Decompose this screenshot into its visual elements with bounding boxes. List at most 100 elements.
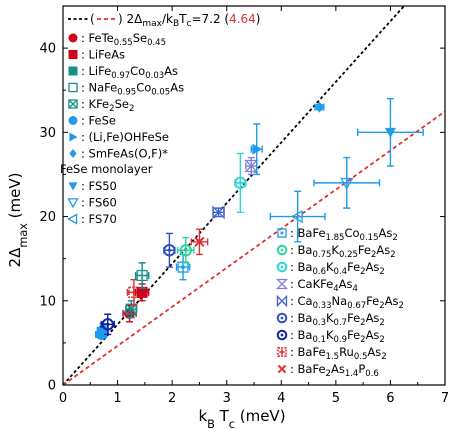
left-legend-group-title: FeSe monolayer: [60, 162, 153, 176]
x-tick-label-2: 2: [168, 391, 176, 406]
y-tick-label-3: 30: [39, 126, 56, 141]
data-point-11: [190, 228, 209, 256]
left-legend-group-marker-0: [68, 182, 78, 191]
top-legend: ( ) 2Δmax/kBTc=7.2 (4.64): [68, 12, 260, 29]
left-legend-marker-4: [68, 99, 78, 109]
left-legend-marker-5: [68, 116, 78, 125]
data-points: [95, 97, 424, 341]
marker-7: [136, 269, 148, 282]
marker-12: [212, 205, 225, 220]
left-legend-marker-1: [68, 50, 78, 59]
data-point-7: [134, 262, 150, 289]
marker-6: [136, 286, 148, 298]
data-point-18: [313, 156, 381, 209]
data-point-19: [356, 97, 424, 167]
left-legend-marker-2: [68, 66, 78, 76]
x-tick-label-5: 5: [332, 391, 340, 406]
data-point-9: [175, 253, 191, 281]
right-legend: : BaFe1.85Co0.15As2: Ba0.75K0.25Fe2As2: …: [275, 226, 404, 379]
right-legend-label-4: : Ca0.33Na0.67Fe2As2: [290, 294, 404, 311]
marker-14: [244, 159, 259, 173]
left-legend-label-3: : NaFe0.95Co0.05As: [81, 81, 184, 98]
left-legend-marker-7: [69, 149, 77, 158]
left-legend-label-1: : LiFeAs: [81, 48, 125, 62]
x-tick-label-1: 1: [113, 391, 121, 406]
marker-15: [252, 143, 263, 155]
left-legend-label-6: : (Li,Fe)OHFeSe: [81, 130, 169, 144]
right-legend-label-5: : Ba0.3K0.7Fe2As2: [290, 311, 385, 328]
legends: ( ) 2Δmax/kBTc=7.2 (4.64) : FeTe0.55Se0.45…: [60, 12, 404, 379]
left-legend-marker-3: [68, 82, 78, 93]
data-point-12: [212, 205, 225, 220]
right-legend-marker-1: [276, 244, 288, 256]
y-tick-label-2: 20: [39, 210, 56, 225]
data-point-15: [250, 123, 263, 176]
data-point-14: [244, 156, 259, 176]
data-point-6: [134, 283, 150, 302]
right-legend-label-1: : Ba0.75K0.25Fe2As2: [290, 243, 396, 260]
right-legend-label-2: : Ba0.6K0.4Fe2As2: [290, 260, 385, 277]
marker-1: [97, 324, 109, 336]
marker-17: [290, 209, 303, 224]
left-legend-label-0: : FeTe0.55Se0.45: [81, 31, 166, 48]
left-legend-group-marker-1: [67, 198, 79, 209]
data-point-2: [100, 313, 115, 336]
x-tick-label-6: 6: [386, 391, 394, 406]
right-legend-marker-5: [276, 312, 288, 324]
data-point-10: [176, 236, 195, 264]
marker-8: [163, 244, 176, 257]
y-tick-label-4: 40: [39, 42, 56, 57]
marker-19: [384, 127, 396, 138]
left-legend-group-label-0: : FS50: [81, 179, 117, 193]
right-legend-marker-2: [276, 261, 288, 273]
right-legend-label-3: : CaKFe4As4: [290, 277, 358, 294]
right-legend-label-0: : BaFe1.85Co0.15As2: [290, 226, 398, 243]
error-bar-18: [313, 156, 381, 209]
marker-10: [179, 244, 193, 257]
right-legend-marker-3: [275, 278, 289, 290]
left-legend-marker-6: [69, 132, 78, 142]
left-legend-marker-0: [68, 33, 78, 43]
y-tick-label-1: 10: [39, 294, 56, 309]
marker-16: [315, 101, 324, 113]
top-legend-formula: ) 2Δmax/kBTc=7.2 (4.64): [118, 12, 260, 29]
y-tick-label-0: 0: [48, 379, 56, 394]
right-legend-marker-4: [276, 294, 288, 308]
error-bar-7: [134, 262, 150, 289]
marker-13: [234, 176, 247, 190]
right-legend-marker-8: [277, 364, 287, 374]
left-legend-group-marker-2: [67, 213, 78, 225]
marker-18: [340, 177, 354, 190]
x-tick-label-4: 4: [277, 391, 285, 406]
left-legend-label-4: : KFe2Se2: [81, 97, 134, 114]
data-point-17: [269, 190, 326, 243]
top-legend-prefix: (: [90, 12, 95, 26]
marker-2: [101, 318, 114, 331]
axes: 0 1 2 3 4 5 6 7 0 10 20 30 40: [39, 5, 449, 406]
left-legend-group-label-1: : FS60: [81, 196, 117, 210]
marker-4: [125, 303, 137, 315]
data-point-16: [314, 101, 325, 113]
x-tick-label-7: 7: [441, 391, 449, 406]
ref-line-1: [63, 110, 445, 385]
marker-9: [177, 261, 189, 273]
x-axis-title: kB Tc (meV): [198, 407, 285, 429]
plot-frame: [62, 5, 446, 386]
data-point-13: [234, 152, 247, 214]
y-axis-title: 2Δmax (meV): [6, 173, 30, 268]
error-bar-17: [269, 190, 326, 243]
right-legend-marker-0: [277, 228, 287, 238]
data-point-4: [125, 300, 138, 319]
right-legend-marker-7: [277, 347, 287, 357]
left-legend: : FeTe0.55Se0.45: LiFeAs: LiFe0.97Co0.03…: [60, 31, 184, 226]
x-tick-label-3: 3: [223, 391, 231, 406]
marker-11: [194, 236, 205, 247]
right-legend-label-6: : Ba0.1K0.9Fe2As2: [290, 328, 385, 345]
data-point-8: [163, 232, 176, 268]
left-legend-label-5: : FeSe: [81, 114, 116, 128]
left-legend-label-7: : SmFeAs(O,F)*: [81, 147, 168, 161]
left-legend-group-label-2: : FS70: [81, 212, 117, 226]
x-tick-label-0: 0: [59, 391, 67, 406]
right-legend-label-7: : BaFe1.5Ru0.5As2: [290, 345, 387, 362]
